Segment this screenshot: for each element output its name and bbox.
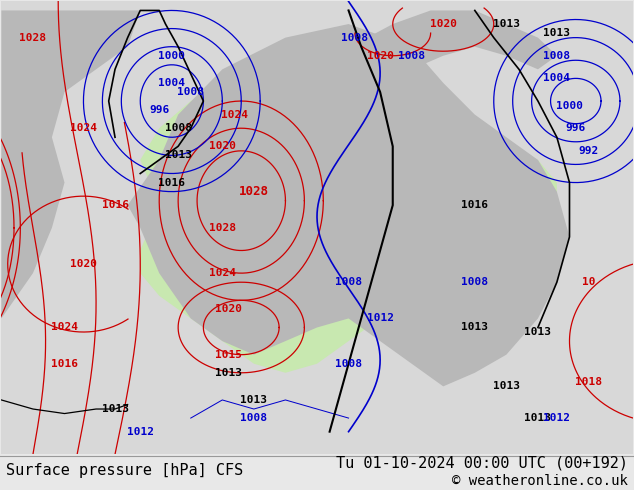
Text: 1015: 1015 — [215, 350, 242, 360]
Text: 1013: 1013 — [524, 327, 552, 337]
Text: 1008: 1008 — [341, 33, 368, 43]
Text: 1000: 1000 — [556, 100, 583, 111]
Text: 1016: 1016 — [101, 200, 129, 210]
Text: 1016: 1016 — [462, 200, 488, 210]
Polygon shape — [411, 147, 557, 296]
Text: 1013: 1013 — [165, 150, 191, 160]
Text: 1008: 1008 — [240, 413, 268, 423]
Text: 1013: 1013 — [240, 395, 268, 405]
Text: 1013: 1013 — [543, 28, 571, 38]
Text: Surface pressure [hPa] CFS: Surface pressure [hPa] CFS — [6, 463, 243, 478]
Text: 1028: 1028 — [20, 33, 46, 43]
Text: 1012: 1012 — [127, 427, 154, 437]
Text: 1024: 1024 — [209, 268, 236, 278]
Text: 1008: 1008 — [398, 51, 425, 61]
Text: 1020: 1020 — [70, 259, 97, 269]
Text: 1020: 1020 — [215, 304, 242, 315]
Text: 1024: 1024 — [51, 322, 78, 333]
Text: 1013: 1013 — [524, 413, 552, 423]
Text: 1008: 1008 — [335, 277, 362, 287]
Text: 1024: 1024 — [221, 110, 249, 120]
Text: 996: 996 — [149, 105, 169, 115]
Text: 1008: 1008 — [543, 51, 571, 61]
Text: 1012: 1012 — [543, 413, 571, 423]
Text: 1024: 1024 — [70, 123, 97, 133]
Polygon shape — [140, 83, 411, 373]
Text: 1008: 1008 — [165, 123, 191, 133]
Polygon shape — [1, 10, 140, 318]
Text: 1013: 1013 — [493, 19, 520, 29]
Text: 1000: 1000 — [158, 51, 185, 61]
Text: 1020: 1020 — [209, 141, 236, 151]
Text: 996: 996 — [566, 123, 586, 133]
Text: 1018: 1018 — [575, 377, 602, 387]
Text: 1008: 1008 — [178, 87, 204, 97]
Polygon shape — [127, 24, 569, 387]
Text: 1008: 1008 — [462, 277, 488, 287]
Text: 1013: 1013 — [462, 322, 488, 333]
Text: © weatheronline.co.uk: © weatheronline.co.uk — [452, 473, 628, 488]
Text: 992: 992 — [578, 146, 598, 156]
Text: 1020: 1020 — [366, 51, 394, 61]
Text: 1013: 1013 — [215, 368, 242, 378]
Text: 1016: 1016 — [51, 359, 78, 369]
Text: 1020: 1020 — [430, 19, 456, 29]
Polygon shape — [349, 10, 557, 69]
Text: 1004: 1004 — [158, 78, 185, 88]
Text: 1028: 1028 — [239, 185, 269, 198]
Text: 1012: 1012 — [366, 314, 394, 323]
Text: 1013: 1013 — [493, 381, 520, 392]
Text: 1028: 1028 — [209, 223, 236, 233]
Text: 1013: 1013 — [101, 404, 129, 414]
Text: 1004: 1004 — [543, 74, 571, 83]
Text: 10: 10 — [581, 277, 595, 287]
Text: Tu 01-10-2024 00:00 UTC (00+192): Tu 01-10-2024 00:00 UTC (00+192) — [335, 455, 628, 470]
Text: 1016: 1016 — [158, 177, 185, 188]
Text: 1008: 1008 — [335, 359, 362, 369]
